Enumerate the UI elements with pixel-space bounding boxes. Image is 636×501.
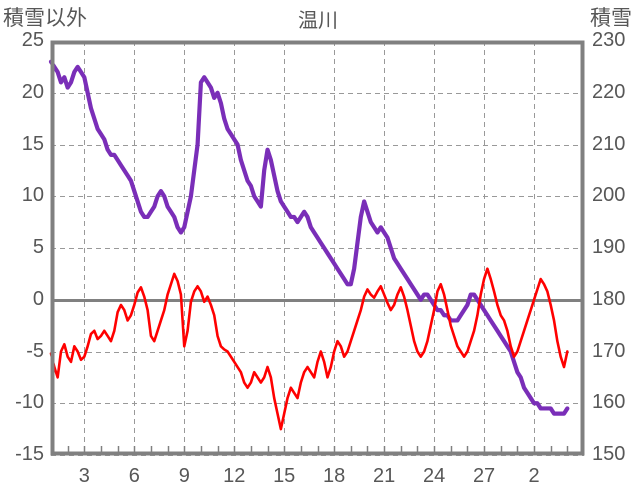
x-axis-tick-label: 27 [472, 465, 496, 487]
series-line-snow [48, 59, 570, 416]
y-axis-tick-label: 10 [21, 184, 44, 207]
chart-title: 温川 [298, 10, 338, 32]
x-axis-tick-label: 12 [223, 465, 246, 487]
x-axis-tick-label: 15 [273, 465, 296, 487]
y2-axis-tick-label: 210 [592, 132, 626, 155]
y2-axis-tick-label: 180 [592, 287, 626, 310]
series-line-temperature [49, 267, 569, 431]
right-axis-title: 積雪 [590, 7, 632, 30]
x-axis-tick-label: 18 [323, 465, 346, 487]
x-axis-tick-label: 2 [528, 465, 540, 487]
y2-axis-tick-label: 230 [592, 29, 626, 51]
x-axis-tick-label: 3 [78, 465, 90, 487]
y-axis-tick-label: 0 [32, 287, 44, 310]
x-axis-tick-label: 9 [178, 465, 190, 487]
left-axis-title: 積雪以外 [3, 7, 87, 30]
y2-axis-tick-label: 220 [592, 80, 626, 103]
y-axis-tick-label: -5 [26, 339, 44, 362]
series-layer [48, 59, 570, 431]
y2-axis-tick-label: 170 [592, 339, 626, 362]
x-axis-tick-label: 6 [128, 465, 140, 487]
x-axis-tick-label: 24 [422, 465, 446, 487]
axis-ticks [67, 446, 569, 452]
y2-axis-tick-label: 190 [592, 236, 626, 258]
y-axis-tick-label: 15 [21, 132, 44, 155]
plot-frame [50, 40, 585, 456]
gridlines [51, 41, 584, 456]
y2-axis-tick-label: 200 [592, 184, 626, 207]
y-axis-tick-label: 20 [21, 80, 44, 103]
y2-axis-tick-label: 160 [592, 391, 626, 414]
y-axis-tick-label: 5 [32, 236, 44, 258]
y-axis-tick-label: -15 [15, 443, 44, 465]
x-axis-tick-label: 21 [373, 465, 396, 487]
y-axis-tick-label: -10 [15, 391, 44, 414]
y2-axis-tick-label: 150 [592, 443, 626, 465]
y-axis-tick-label: 25 [21, 29, 44, 51]
